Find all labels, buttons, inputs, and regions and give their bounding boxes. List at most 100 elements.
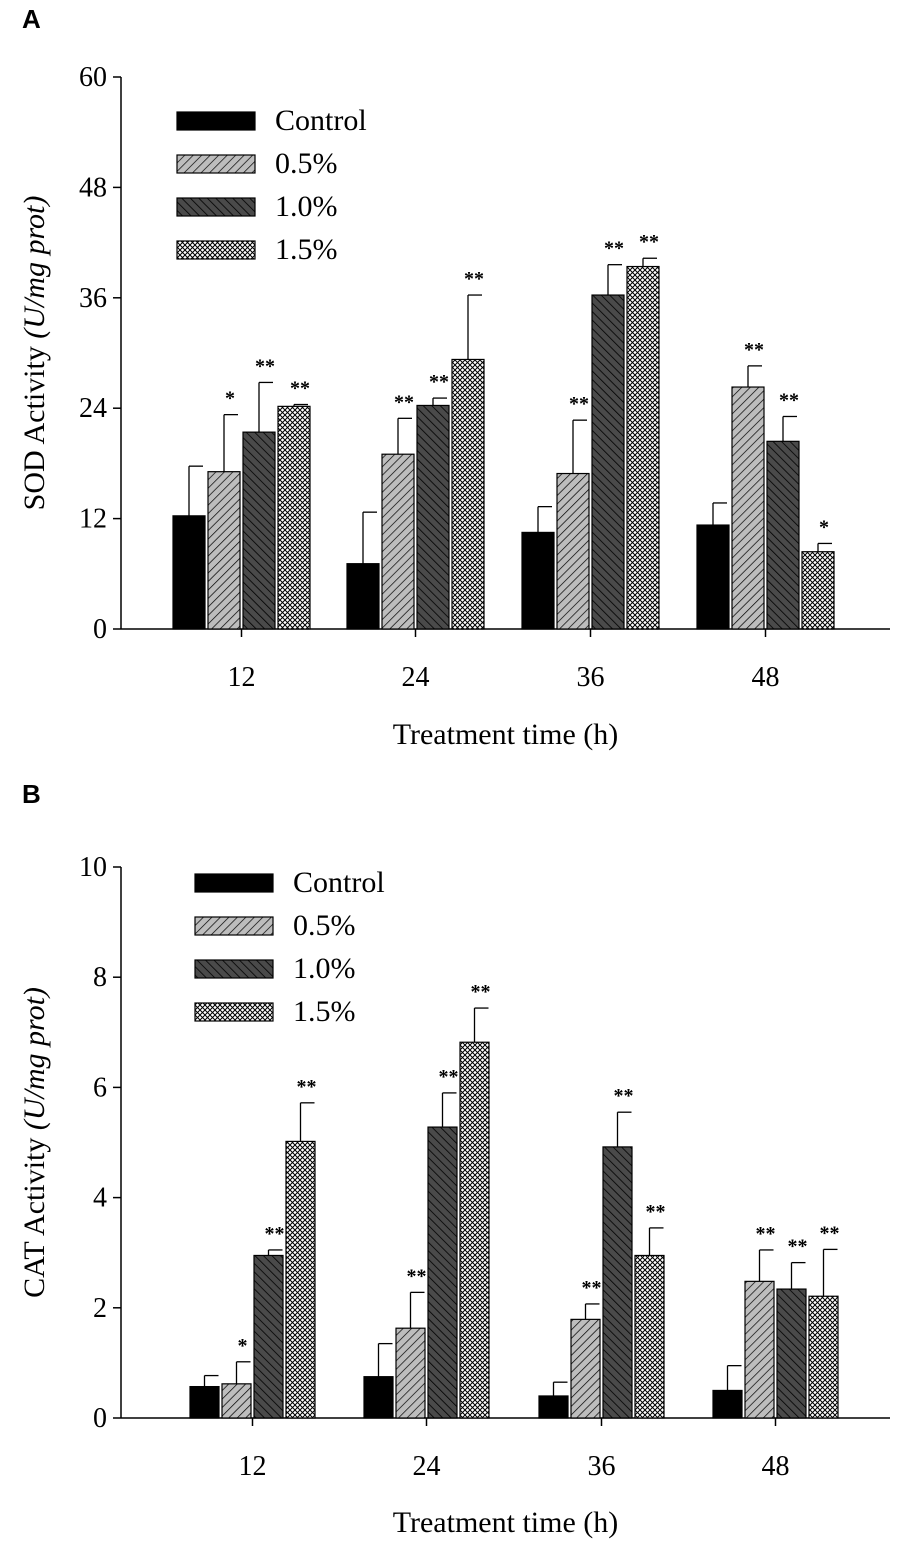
x-tick-label: 48 bbox=[752, 662, 780, 693]
x-tick-label: 36 bbox=[577, 662, 605, 693]
x-tick-label: 36 bbox=[588, 1451, 616, 1482]
significance-label: ** bbox=[407, 1265, 427, 1287]
bar bbox=[427, 1126, 458, 1419]
y-tick-label: 2 bbox=[93, 1293, 107, 1324]
y-tick-label: 4 bbox=[93, 1183, 107, 1214]
significance-label: ** bbox=[604, 238, 624, 260]
significance-label: ** bbox=[582, 1277, 602, 1299]
significance-label: ** bbox=[297, 1076, 317, 1098]
bar bbox=[172, 515, 206, 630]
bar bbox=[363, 1376, 394, 1419]
legend-swatch bbox=[194, 916, 274, 936]
y-tick-label: 6 bbox=[93, 1072, 107, 1103]
significance-label: ** bbox=[394, 391, 414, 413]
y-tick-label: 60 bbox=[79, 62, 107, 93]
bar bbox=[556, 472, 590, 630]
significance-label: ** bbox=[429, 371, 449, 393]
legend-swatch bbox=[194, 959, 274, 979]
bar bbox=[696, 524, 730, 630]
significance-label: * bbox=[225, 388, 235, 410]
significance-label: ** bbox=[779, 389, 799, 411]
bar bbox=[521, 531, 555, 630]
y-tick-label: 48 bbox=[79, 172, 107, 203]
legend-label: Control bbox=[275, 104, 367, 137]
legend-swatch bbox=[176, 197, 256, 217]
x-axis-title: Treatment time (h) bbox=[393, 718, 619, 751]
y-tick-label: 24 bbox=[79, 393, 107, 424]
bar bbox=[189, 1385, 220, 1419]
significance-label: * bbox=[819, 516, 829, 538]
legend-label: Control bbox=[293, 866, 385, 899]
legend-swatch bbox=[176, 240, 256, 260]
significance-label: * bbox=[238, 1335, 248, 1357]
bar bbox=[221, 1383, 252, 1419]
legend-label: 1.0% bbox=[275, 190, 338, 223]
bar bbox=[381, 453, 415, 630]
legend-swatch bbox=[194, 1002, 274, 1022]
bar bbox=[591, 294, 625, 630]
y-axis-title-unit: (U/mg prot) bbox=[18, 987, 51, 1130]
significance-label: ** bbox=[569, 393, 589, 415]
y-axis-title: CAT Activity (U/mg prot) bbox=[18, 987, 51, 1298]
significance-label: ** bbox=[820, 1222, 840, 1244]
bar bbox=[731, 386, 765, 630]
bar bbox=[416, 404, 450, 630]
panel-letter: A bbox=[22, 4, 41, 34]
bar bbox=[538, 1395, 569, 1419]
x-tick-label: 24 bbox=[413, 1451, 441, 1482]
bar bbox=[712, 1389, 743, 1419]
bar bbox=[277, 405, 311, 630]
significance-label: ** bbox=[614, 1085, 634, 1107]
y-axis-title-unit: (U/mg prot) bbox=[18, 196, 51, 339]
y-tick-label: 12 bbox=[79, 504, 107, 535]
significance-label: ** bbox=[464, 268, 484, 290]
bar bbox=[285, 1140, 316, 1419]
bar bbox=[346, 563, 380, 630]
bar bbox=[626, 265, 660, 630]
bar bbox=[801, 551, 835, 630]
bar bbox=[451, 358, 485, 630]
y-tick-label: 0 bbox=[93, 1403, 107, 1434]
y-tick-label: 36 bbox=[79, 283, 107, 314]
x-axis-title: Treatment time (h) bbox=[393, 1506, 619, 1539]
y-tick-label: 0 bbox=[93, 614, 107, 645]
legend-label: 1.5% bbox=[275, 233, 338, 266]
legend-swatch bbox=[176, 111, 256, 131]
bar bbox=[766, 440, 800, 630]
y-tick-label: 8 bbox=[93, 962, 107, 993]
significance-label: ** bbox=[471, 981, 491, 1003]
x-tick-label: 12 bbox=[228, 662, 256, 693]
bar bbox=[395, 1327, 426, 1419]
legend-label: 0.5% bbox=[293, 909, 356, 942]
bar bbox=[570, 1318, 601, 1419]
bar bbox=[602, 1146, 633, 1419]
significance-label: ** bbox=[265, 1223, 285, 1245]
significance-label: ** bbox=[255, 355, 275, 377]
bar bbox=[808, 1295, 839, 1419]
significance-label: ** bbox=[439, 1066, 459, 1088]
x-tick-label: 12 bbox=[239, 1451, 267, 1482]
bar bbox=[744, 1280, 775, 1419]
x-tick-label: 48 bbox=[762, 1451, 790, 1482]
chart-panel-b: B024681012*****24******36******48******C… bbox=[18, 779, 890, 1539]
legend-label: 1.5% bbox=[293, 995, 356, 1028]
bar bbox=[253, 1254, 284, 1419]
y-axis-title: SOD Activity (U/mg prot) bbox=[18, 196, 51, 511]
x-tick-label: 24 bbox=[402, 662, 430, 693]
significance-label: ** bbox=[639, 231, 659, 253]
significance-label: ** bbox=[788, 1236, 808, 1258]
bar bbox=[776, 1288, 807, 1419]
bar bbox=[242, 431, 276, 630]
legend-label: 0.5% bbox=[275, 147, 338, 180]
significance-label: ** bbox=[646, 1201, 666, 1223]
legend-label: 1.0% bbox=[293, 952, 356, 985]
significance-label: ** bbox=[290, 378, 310, 400]
bar bbox=[634, 1254, 665, 1419]
legend-swatch bbox=[176, 154, 256, 174]
legend-swatch bbox=[194, 873, 274, 893]
y-axis-title-main: SOD Activity bbox=[18, 339, 51, 511]
bar bbox=[207, 471, 241, 630]
panel-letter: B bbox=[22, 779, 41, 809]
